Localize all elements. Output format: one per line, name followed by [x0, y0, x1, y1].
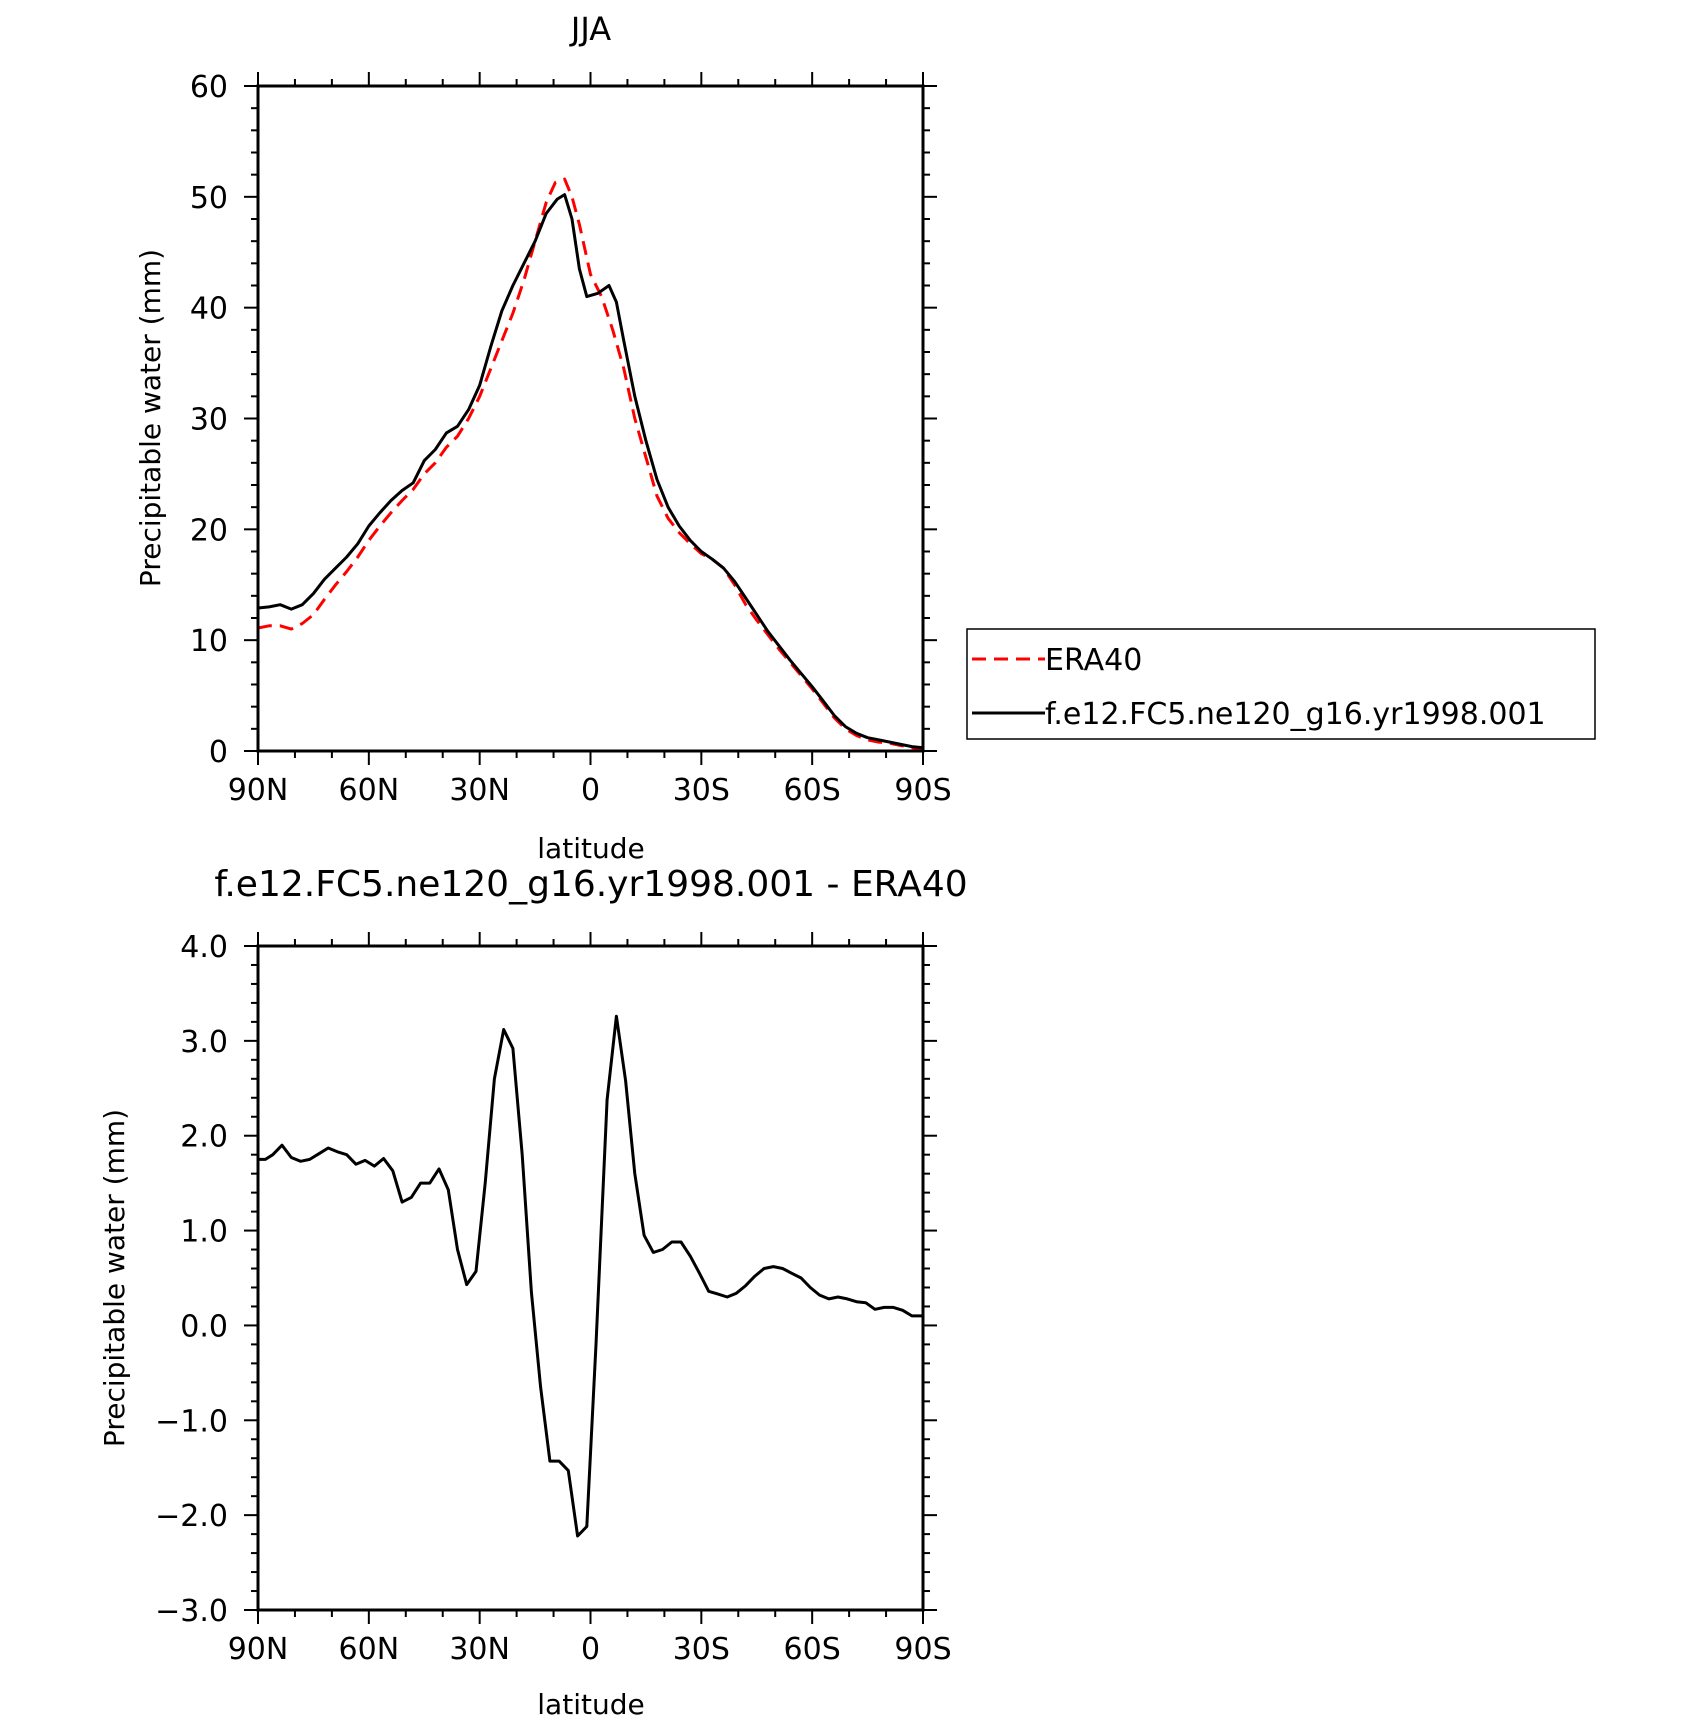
bottom-panel-y-tick-label: −2.0 [155, 1499, 228, 1534]
top-panel-x-tick-label: 0 [581, 773, 600, 808]
top-panel-y-tick-label: 10 [190, 624, 228, 659]
top-panel-x-tick-label: 30N [449, 773, 510, 808]
top-panel-x-tick-label: 60S [784, 773, 841, 808]
top-panel-x-tick-label: 90S [894, 773, 951, 808]
legend: ERA40 f.e12.FC5.ne120_g16.yr1998.001 [966, 628, 1596, 740]
top-panel-y-tick-label: 0 [209, 735, 228, 770]
top-panel-y-tick-label: 50 [190, 181, 228, 216]
bottom-panel-y-tick-label: 0.0 [180, 1309, 228, 1344]
top-panel-series-line-0 [257, 177, 924, 751]
bottom-panel-x-tick-label: 90N [228, 1632, 289, 1667]
bottom-panel: f.e12.FC5.ne120_g16.yr1998.001 - ERA40 9… [98, 864, 968, 1721]
bottom-panel-x-tick-label: 30S [673, 1632, 730, 1667]
bottom-panel-x-axis-label: latitude [537, 1688, 644, 1721]
bottom-panel-y-tick-label: 4.0 [180, 930, 228, 965]
bottom-panel-frame [256, 944, 925, 1612]
legend-box [966, 628, 1596, 740]
bottom-panel-x-tick-label: 0 [581, 1632, 600, 1667]
bottom-panel-x-tick-label: 60S [784, 1632, 841, 1667]
bottom-panel-series-group [258, 1014, 923, 1538]
bottom-panel-ticks: 90N 60N 30N 0 30S 60S 90S −3.0 −2.0 −1.0 0.0 1.0 2.0… [155, 930, 951, 1667]
top-panel-y-tick-label: 40 [190, 292, 228, 327]
bottom-panel-y-tick-label: −1.0 [155, 1404, 228, 1439]
top-panel-y-tick-label: 30 [190, 403, 228, 438]
top-panel: JJA 90N 60N 30N 0 30S 60S 90S 0 10 20 30 40 50 60 lat… [134, 10, 1596, 865]
bottom-panel-y-tick-label: 2.0 [180, 1120, 228, 1155]
legend-label-era40: ERA40 [1045, 643, 1142, 678]
top-panel-ticks: 90N 60N 30N 0 30S 60S 90S 0 10 20 30 40 50 60 [190, 70, 952, 808]
top-panel-series-line-1 [257, 193, 924, 750]
bottom-panel-y-tick-label: 1.0 [180, 1215, 228, 1250]
top-panel-x-tick-label: 60N [339, 773, 400, 808]
top-panel-y-tick-label: 20 [190, 513, 228, 548]
top-panel-x-tick-label: 30S [673, 773, 730, 808]
top-panel-y-axis-label: Precipitable water (mm) [134, 249, 167, 587]
bottom-panel-x-tick-label: 60N [339, 1632, 400, 1667]
top-panel-series-group [257, 177, 924, 751]
bottom-panel-x-tick-label: 90S [894, 1632, 951, 1667]
legend-label-model: f.e12.FC5.ne120_g16.yr1998.001 [1045, 697, 1546, 732]
bottom-panel-y-axis-label: Precipitable water (mm) [98, 1109, 131, 1447]
bottom-panel-y-tick-label: 3.0 [180, 1025, 228, 1060]
top-panel-x-axis-label: latitude [537, 832, 644, 865]
bottom-panel-title: f.e12.FC5.ne120_g16.yr1998.001 - ERA40 [214, 864, 967, 905]
top-panel-y-tick-label: 60 [190, 70, 228, 105]
top-panel-title: JJA [569, 10, 611, 48]
bottom-panel-y-tick-label: −3.0 [155, 1594, 228, 1629]
bottom-panel-x-tick-label: 30N [449, 1632, 510, 1667]
top-panel-x-tick-label: 90N [228, 773, 289, 808]
top-panel-frame [256, 84, 925, 753]
bottom-panel-series-line-0 [258, 1014, 923, 1538]
